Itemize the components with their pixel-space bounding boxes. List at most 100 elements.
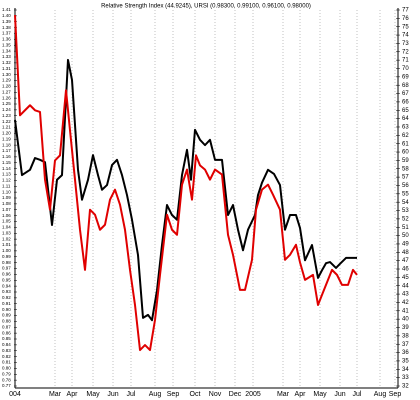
- x-tick-label: Aug: [374, 391, 387, 398]
- y2-tick-label: 39: [402, 325, 409, 331]
- y-tick-label: 1.10: [2, 189, 11, 194]
- y-tick-label: 0.87: [2, 324, 11, 329]
- y-tick-label: 1.36: [2, 37, 11, 42]
- y2-tick-label: 46: [402, 267, 409, 273]
- y-tick-label: 1.05: [2, 219, 11, 224]
- y2-tick-label: 33: [402, 375, 409, 381]
- x-tick-label: Mar: [49, 391, 62, 398]
- y-tick-label: 1.19: [2, 136, 11, 141]
- y-tick-label: 0.99: [2, 254, 11, 259]
- y-tick-label: 1.38: [2, 25, 11, 30]
- y2-tick-label: 42: [402, 300, 409, 306]
- x-tick-label: May: [313, 391, 327, 398]
- x-tick-label: 2005: [245, 391, 261, 398]
- y-tick-label: 0.81: [2, 360, 11, 365]
- y-tick-label: 1.29: [2, 78, 11, 83]
- y-tick-label: 1.40: [2, 13, 11, 18]
- y-tick-label: 1.32: [2, 60, 11, 65]
- y-tick-label: 1.22: [2, 119, 11, 124]
- y-tick-label: 1.26: [2, 95, 11, 100]
- y-tick-label: 0.92: [2, 295, 11, 300]
- y-tick-label: 0.80: [2, 366, 11, 371]
- data-line: [14, 58, 357, 322]
- y-tick-label: 0.89: [2, 313, 11, 318]
- y-tick-label: 1.27: [2, 89, 11, 94]
- y-tick-label: 0.90: [2, 307, 11, 312]
- y2-tick-label: 60: [402, 150, 409, 156]
- y-tick-label: 1.01: [2, 242, 11, 247]
- y2-tick-label: 32: [402, 384, 409, 390]
- y2-tick-label: 52: [402, 216, 409, 222]
- y2-tick-label: 51: [402, 225, 409, 231]
- y-tick-label: 1.28: [2, 84, 11, 89]
- y-tick-label: 1.09: [2, 195, 11, 200]
- x-tick-label: Jun: [107, 391, 118, 398]
- x-tick-label: Apr: [295, 391, 307, 398]
- y2-tick-label: 48: [402, 250, 409, 256]
- y2-tick-label: 75: [402, 24, 409, 30]
- y2-tick-label: 65: [402, 108, 409, 114]
- y2-tick-label: 40: [402, 317, 409, 323]
- y2-tick-label: 36: [402, 350, 409, 356]
- y-tick-label: 1.00: [2, 248, 11, 253]
- x-tick-label: Sep: [167, 391, 180, 398]
- y2-tick-label: 66: [402, 99, 409, 105]
- y2-tick-label: 49: [402, 242, 409, 248]
- y2-tick-label: 69: [402, 74, 409, 80]
- x-tick-label: 004: [9, 391, 21, 398]
- y-tick-label: 1.20: [2, 131, 11, 136]
- y2-tick-label: 45: [402, 275, 409, 281]
- y-tick-label: 1.11: [2, 183, 11, 188]
- x-tick-label: Oct: [190, 391, 201, 398]
- y-tick-label: 1.37: [2, 31, 11, 36]
- y-tick-label: 1.03: [2, 230, 11, 235]
- y-tick-label: 1.41: [2, 7, 11, 12]
- y-tick-label: 0.93: [2, 289, 11, 294]
- y2-tick-label: 73: [402, 41, 409, 47]
- y-tick-label: 0.79: [2, 371, 11, 376]
- y2-tick-label: 44: [402, 283, 409, 289]
- y2-tick-label: 54: [402, 200, 409, 206]
- x-tick-label: May: [86, 391, 100, 398]
- y-tick-label: 0.88: [2, 319, 11, 324]
- y-tick-label: 0.97: [2, 266, 11, 271]
- y-tick-label: 1.07: [2, 207, 11, 212]
- y-tick-label: 0.91: [2, 301, 11, 306]
- y-tick-label: 1.18: [2, 142, 11, 147]
- x-tick-label: Aug: [149, 391, 162, 398]
- y2-tick-label: 72: [402, 49, 409, 55]
- y2-tick-label: 63: [402, 125, 409, 131]
- x-tick-label: Sep: [389, 391, 402, 398]
- y-tick-label: 0.77: [2, 383, 11, 388]
- y-tick-label: 1.06: [2, 213, 11, 218]
- y-tick-label: 1.14: [2, 166, 11, 171]
- y2-tick-label: 34: [402, 367, 409, 373]
- y-tick-label: 1.30: [2, 72, 11, 77]
- y2-tick-label: 64: [402, 116, 409, 122]
- y2-tick-label: 70: [402, 66, 409, 72]
- y-tick-label: 1.33: [2, 54, 11, 59]
- y2-tick-label: 53: [402, 208, 409, 214]
- y-tick-label: 1.39: [2, 19, 11, 24]
- y-tick-label: 1.08: [2, 201, 11, 206]
- y-tick-label: 0.82: [2, 354, 11, 359]
- y2-tick-label: 57: [402, 175, 409, 181]
- x-tick-label: Jul: [127, 391, 136, 398]
- y-tick-label: 1.25: [2, 101, 11, 106]
- x-tick-label: Jun: [334, 391, 345, 398]
- y2-tick-label: 38: [402, 333, 409, 339]
- y-tick-label: 0.98: [2, 260, 11, 265]
- y2-tick-label: 68: [402, 83, 409, 89]
- y2-tick-label: 61: [402, 141, 409, 147]
- data-line: [14, 14, 358, 352]
- x-tick-label: Dec: [229, 391, 242, 398]
- y2-tick-label: 59: [402, 158, 409, 164]
- y-tick-label: 0.78: [2, 377, 11, 382]
- y2-tick-label: 58: [402, 166, 409, 172]
- x-tick-label: Jul: [353, 391, 362, 398]
- y2-tick-label: 71: [402, 58, 409, 64]
- chart-title: Relative Strength Index (44.9245), URSI …: [101, 4, 311, 10]
- y-tick-label: 1.13: [2, 172, 11, 177]
- y-tick-label: 1.31: [2, 66, 11, 71]
- y2-tick-label: 56: [402, 183, 409, 189]
